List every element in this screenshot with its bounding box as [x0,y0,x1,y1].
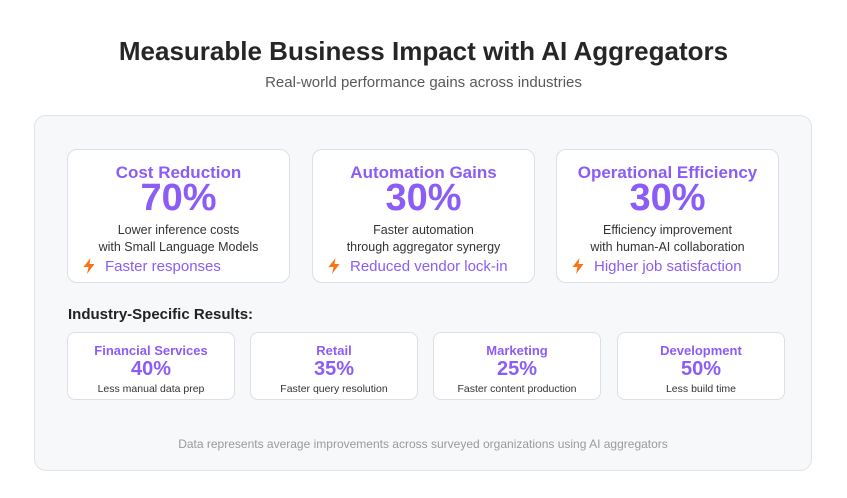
metric-description: Efficiency improvement with human-AI col… [557,222,778,255]
metric-description-line: through aggregator synergy [346,239,501,254]
metric-title: Automation Gains [350,163,497,182]
industry-name: Retail [316,343,352,358]
lightning-bolt-icon [83,258,95,274]
industry-description: Less build time [665,383,737,395]
industry-value: 50% [680,358,722,380]
industry-card-financial-services: Financial Services 40% Less manual data … [67,332,235,400]
metric-benefit: Higher job satisfaction [571,256,772,276]
lightning-bolt-icon [572,258,584,274]
industry-card-marketing: Marketing 25% Faster content production [433,332,601,400]
metric-card-operational-efficiency: Operational Efficiency 30% Efficiency im… [556,149,779,283]
industry-description: Faster content production [457,383,577,395]
industry-value: 40% [130,358,172,380]
metric-card-automation-gains: Automation Gains 30% Faster automation t… [312,149,535,283]
metric-description-line: Lower inference costs [117,223,240,237]
metric-title: Operational Efficiency [577,163,758,182]
metric-benefit-label: Reduced vendor lock-in [350,257,508,275]
industry-value: 25% [496,358,538,380]
metric-value: 30% [385,177,462,219]
industry-results-heading: Industry-Specific Results: [68,306,254,323]
metric-benefit-label: Faster responses [105,257,221,275]
metric-description-line: Efficiency improvement [603,223,732,237]
metric-benefit: Faster responses [82,256,283,276]
metric-description: Lower inference costs with Small Languag… [68,222,289,255]
footnote: Data represents average improvements acr… [178,437,668,451]
metric-benefit: Reduced vendor lock-in [327,256,528,276]
metric-value: 70% [140,177,217,219]
industry-card-development: Development 50% Less build time [617,332,785,400]
metric-benefit-label: Higher job satisfaction [594,257,742,275]
metric-description-line: Faster automation [373,223,474,237]
industry-description: Faster query resolution [280,383,388,395]
metric-description-line: with human-AI collaboration [590,239,745,254]
metric-card-cost-reduction: Cost Reduction 70% Lower inference costs… [67,149,290,283]
metric-value: 30% [629,177,706,219]
metric-description: Faster automation through aggregator syn… [313,222,534,255]
page-title: Measurable Business Impact with AI Aggre… [118,36,729,66]
impact-panel: Cost Reduction 70% Lower inference costs… [34,115,812,471]
industry-name: Development [660,343,742,358]
industry-card-retail: Retail 35% Faster query resolution [250,332,418,400]
industry-name: Financial Services [94,343,208,358]
page-subtitle: Real-world performance gains across indu… [265,74,582,91]
industry-description: Less manual data prep [97,383,205,395]
metric-title: Cost Reduction [115,163,242,182]
metric-description-line: with Small Language Models [98,239,259,254]
lightning-bolt-icon [328,258,340,274]
industry-name: Marketing [486,343,548,358]
industry-value: 35% [313,358,355,380]
